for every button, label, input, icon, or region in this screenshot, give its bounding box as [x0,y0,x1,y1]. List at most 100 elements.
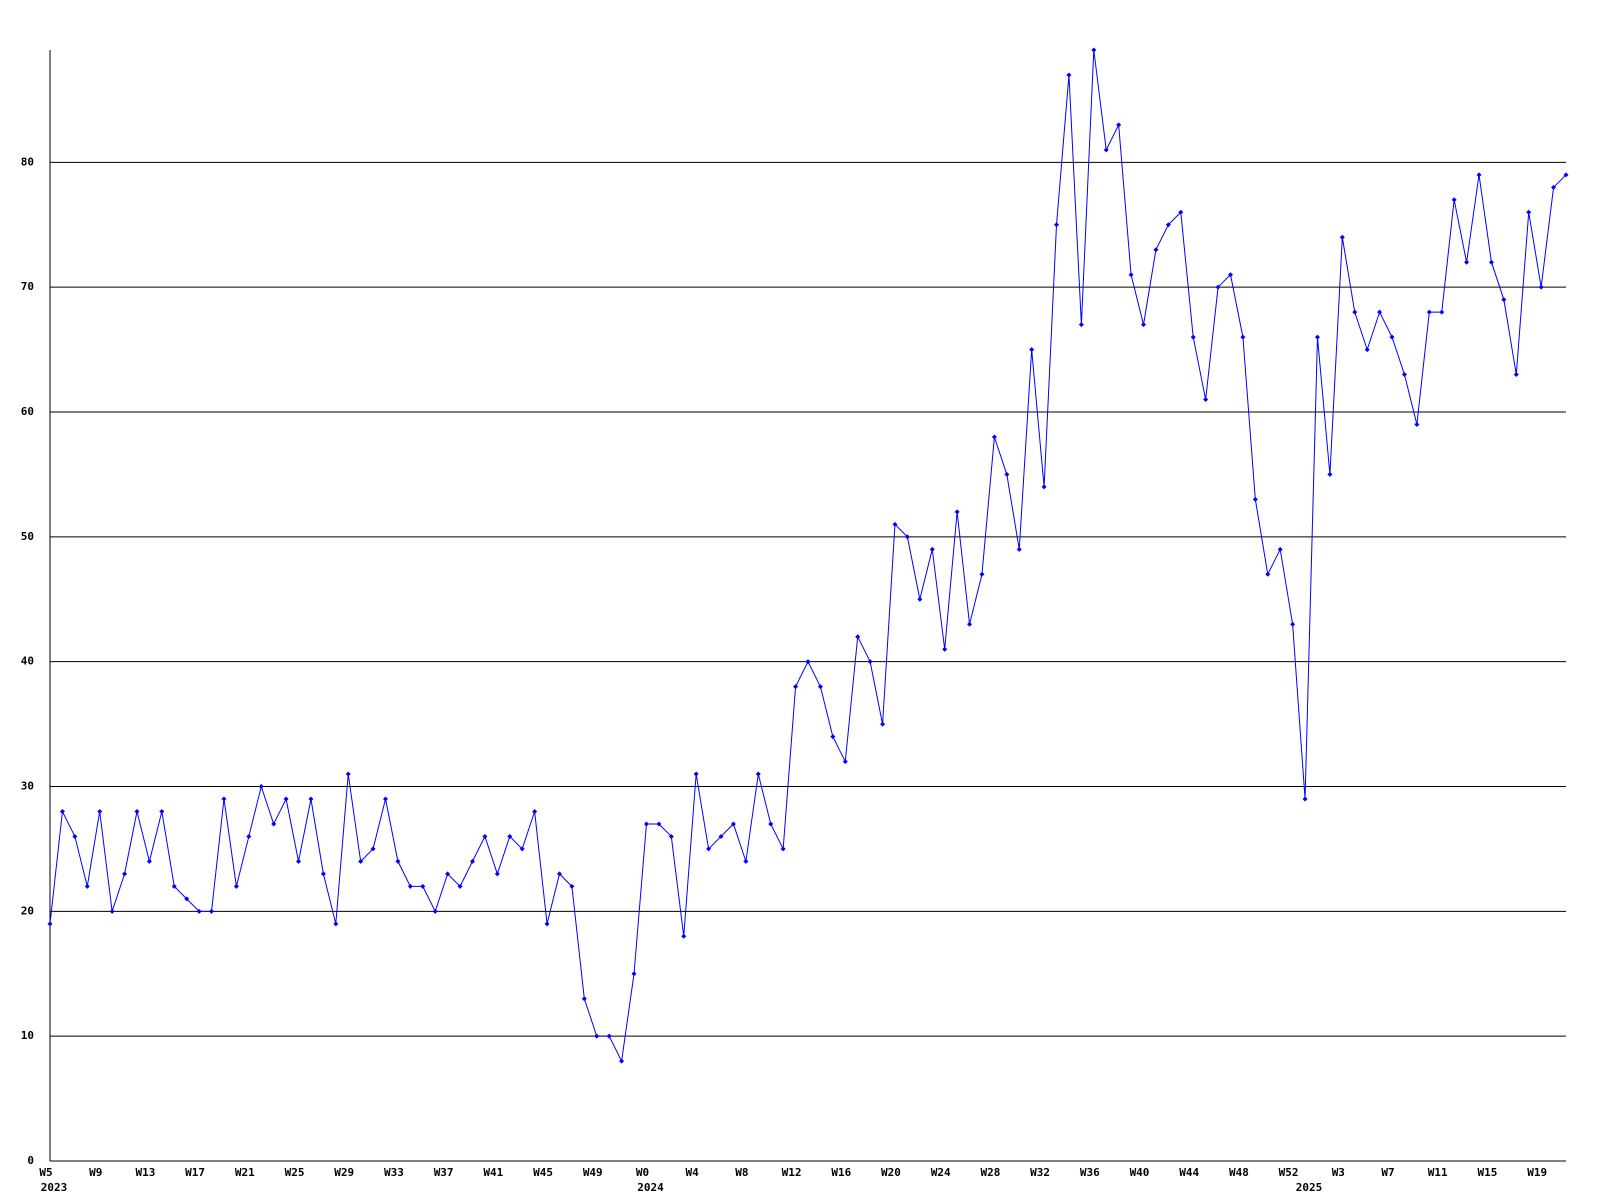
data-point [59,808,65,814]
data-point [693,771,699,777]
data-point [296,858,302,864]
x-tick-label: W36 [1080,1166,1100,1179]
data-point [407,883,413,889]
data-point [1190,334,1196,340]
x-tick-label: W29 [334,1166,354,1179]
x-tick-label: W32 [1030,1166,1050,1179]
x-tick-label: W3 [1332,1166,1345,1179]
data-point [1153,247,1159,253]
x-tick-label: W16 [831,1166,851,1179]
data-point [917,596,923,602]
x-tick-label: W24 [931,1166,951,1179]
data-point [246,833,252,839]
x-tick-label: W40 [1130,1166,1150,1179]
y-tick-label: 30 [21,780,34,793]
data-point [1464,259,1470,265]
data-point [221,796,227,802]
data-point [532,808,538,814]
data-point [594,1033,600,1039]
data-point [730,821,736,827]
data-point [1103,147,1109,153]
data-point [954,509,960,515]
y-tick-label: 10 [21,1029,34,1042]
data-point [1091,47,1097,53]
data-point [1265,571,1271,577]
x-tick-label: W37 [434,1166,454,1179]
data-point [1227,272,1233,278]
data-point [1178,209,1184,215]
data-point [122,871,128,877]
data-point [1551,184,1557,190]
data-point [146,858,152,864]
data-point [1364,347,1370,353]
data-point [1538,284,1544,290]
x-tick-label: W52 [1279,1166,1299,1179]
data-point [320,871,326,877]
data-point [780,846,786,852]
y-tick-label: 70 [21,280,34,293]
x-tick-label: W20 [881,1166,901,1179]
data-point [1476,172,1482,178]
data-point [706,846,712,852]
data-point [1563,172,1569,178]
data-point [1377,309,1383,315]
y-tick-label: 80 [21,155,34,168]
x-tick-label: W5 [39,1166,52,1179]
data-point [482,833,488,839]
data-point [805,659,811,665]
data-point [892,521,898,527]
data-point [1066,72,1072,78]
data-point [494,871,500,877]
data-point [991,434,997,440]
data-point [1041,484,1047,490]
x-tick-label: W33 [384,1166,404,1179]
data-point [1389,334,1395,340]
data-point [681,933,687,939]
data-point [519,846,525,852]
data-point [209,908,215,914]
x-tick-label: W21 [235,1166,255,1179]
data-point [842,759,848,765]
data-point [271,821,277,827]
x-tick-label: W25 [285,1166,305,1179]
data-point [1215,284,1221,290]
x-tick-label: W8 [735,1166,748,1179]
x-tick-label: W49 [583,1166,603,1179]
data-point [395,858,401,864]
y-tick-label: 50 [21,530,34,543]
data-point [668,833,674,839]
data-point [1165,222,1171,228]
data-point [718,833,724,839]
data-point [1339,234,1345,240]
data-point [1302,796,1308,802]
x-year-label: 2024 [637,1181,664,1194]
data-point [445,871,451,877]
data-point [1029,347,1035,353]
data-point [432,908,438,914]
x-tick-label: W7 [1381,1166,1394,1179]
x-tick-label: W41 [483,1166,503,1179]
data-point [755,771,761,777]
y-tick-label: 60 [21,405,34,418]
data-point [196,908,202,914]
data-point [258,784,264,790]
x-tick-label: W28 [980,1166,1000,1179]
data-point [1016,546,1022,552]
data-point [469,858,475,864]
data-point [1078,322,1084,328]
data-point [1526,209,1532,215]
data-point [72,833,78,839]
x-year-label: 2023 [41,1181,68,1194]
data-point [1116,122,1122,128]
data-point [159,808,165,814]
data-point [606,1033,612,1039]
data-point [47,921,53,927]
data-point [1054,222,1060,228]
data-point [569,883,575,889]
data-point [967,621,973,627]
data-point [793,684,799,690]
data-point [233,883,239,889]
data-point [929,546,935,552]
data-point [1327,471,1333,477]
